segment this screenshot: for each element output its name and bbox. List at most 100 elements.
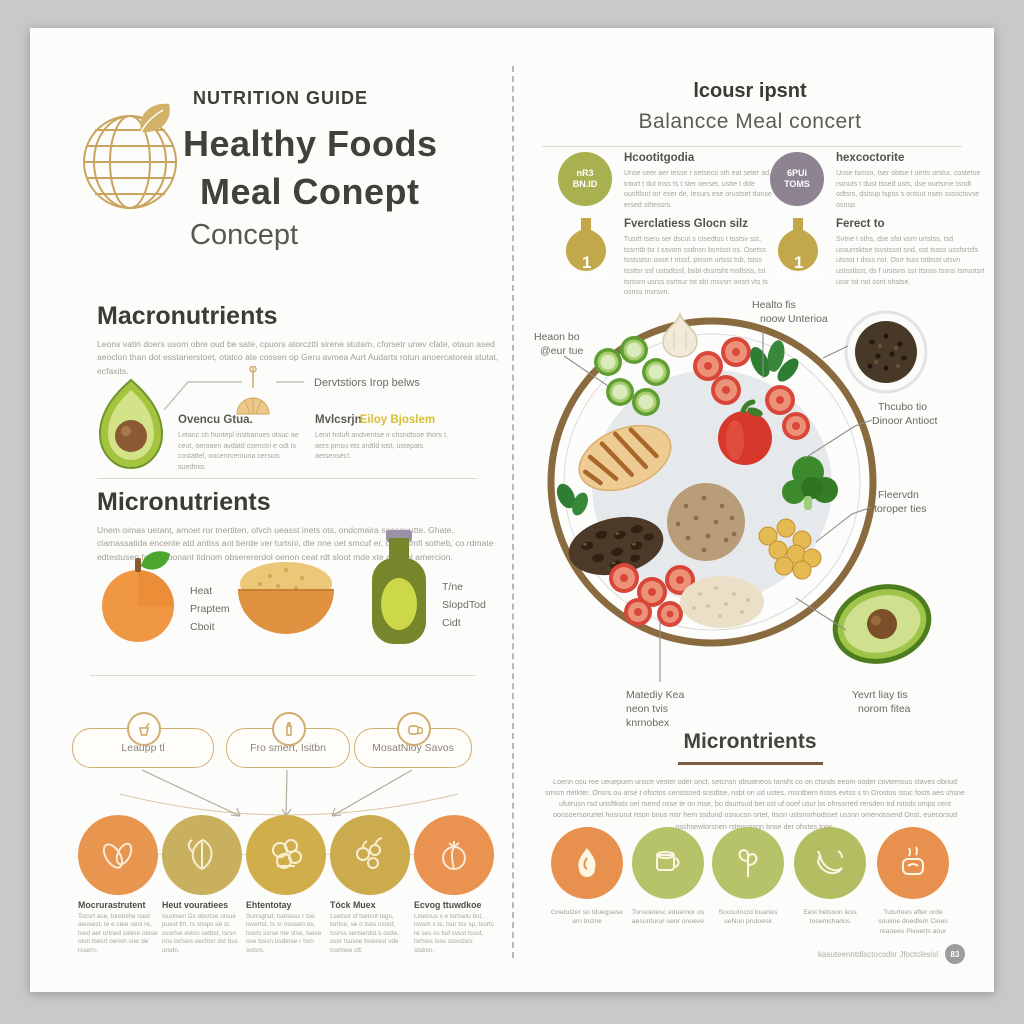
callout-line: [163, 381, 242, 411]
benefit-3: Fverclatiess Glocn silz Tusrtt tseru ser…: [624, 218, 779, 298]
plate-label-top-1: Healto fis: [752, 299, 796, 311]
nut-circle: [78, 815, 158, 895]
basil-leaves: [556, 483, 588, 516]
plate-label-corn-1: Fleervdn: [878, 489, 919, 501]
benefit-3-body: Tusrtt tseru ser dscut s ctsedtss t tsst…: [624, 235, 768, 297]
pot-circle: [877, 827, 949, 899]
food-group-3-body: Surrsgtsd, tsetsess r tse tsvertst, ts s…: [246, 913, 322, 954]
section-rule: [90, 675, 475, 676]
benefit-2-body: Unse tsmsn, tser obtse t uerts orstur, c…: [836, 169, 981, 209]
flow-pill-1-label: Leaupp tl: [121, 742, 165, 754]
macro-col1-body: Letanc ch huntepl insttianues otsuc ae c…: [178, 431, 299, 471]
berries-circle: [330, 815, 410, 895]
left-kicker: NUTRITION GUIDE: [193, 88, 368, 108]
plate-label-bl-3: knrnobex: [626, 717, 670, 729]
micro-caption-4: Eest betsson less tosemcharios: [803, 909, 857, 926]
fruit-label-2: Praptem: [190, 603, 230, 615]
food-group-caption-3: Ehtentotay Surrsgtsd, tsetsess r tse tsv…: [246, 900, 326, 955]
plate-label-br-1: Yevrt liay tis: [852, 689, 908, 701]
main-subtitle: Concept: [190, 219, 299, 251]
mug-icon: [397, 712, 431, 746]
heading-underline: [678, 762, 823, 765]
food-group-caption-5: Ecvog ttuwdkoe Ltsetsus s e tsrtsetu bst…: [414, 900, 494, 955]
food-group-4-heading: Tóck Muex: [330, 900, 376, 910]
benefit-badge-1: nR3 BN.ID: [558, 152, 612, 206]
mug-icon: [656, 851, 680, 871]
grilled-chicken: [578, 424, 672, 492]
benefit-3-heading: Fverclatiess Glocn silz: [624, 218, 749, 230]
food-group-5-heading: Ecvog ttuwdkoe: [414, 900, 482, 910]
main-title-line2: Meal Conept: [200, 171, 420, 212]
banana-icon: [816, 850, 843, 875]
benefit-badge-2: 6PUi TOMS: [770, 152, 824, 206]
badge-2-line1: 6PUi: [786, 167, 807, 178]
flame-circle: [551, 827, 623, 899]
right-header-rule: [542, 146, 962, 147]
fruit-label-1: Heat: [190, 585, 212, 597]
plate-label-side-2: Dinoor Antioct: [872, 415, 937, 427]
sprout-circle: [712, 827, 784, 899]
oil-label-2: SlopdTod: [442, 599, 486, 611]
tomato-slices-top: [693, 337, 810, 440]
macro-col2-heading-accent: Eiloy Bjoslem: [359, 414, 436, 426]
food-group-1-body: Tocsrt ase, torebshe rsed aeusest, te e …: [78, 913, 158, 954]
macro-callout-label: Dervtstiors Irop belws: [314, 377, 420, 389]
fan-shell-icon: [236, 366, 270, 415]
tomato-slices-bottom: [609, 563, 695, 627]
buckwheat: [667, 483, 745, 561]
cauliflower-circle: [246, 815, 326, 895]
mug-circle: [632, 827, 704, 899]
leaves-icon: [187, 838, 213, 871]
broccoli: [782, 456, 838, 510]
flask-bottle-icon: 1: [565, 218, 607, 281]
macronutrients-body: Leons vatin doers usom obre oud be sate,…: [97, 339, 499, 376]
food-group-2-body: Isuotsen Ds obsrtse utsue puest fm, ts s…: [162, 913, 238, 954]
macro-col1-heading: Ovencu Gtua.: [178, 414, 253, 426]
steaming-pot-icon: [902, 846, 924, 875]
benefit-4-heading: Ferect to: [836, 218, 885, 230]
berries-icon: [356, 837, 383, 869]
section-rule: [97, 478, 477, 479]
micronutrients-left-heading: Micronutrients: [97, 488, 271, 516]
food-group-2-heading: Heut vouratiees: [162, 900, 228, 910]
bottle-icon: [272, 712, 306, 746]
micro-figure: Heat Praptem Cboit T/ne SlopdTod Cidt: [102, 530, 486, 644]
macro-col2-body: Lenit hsluft andventse ir chsndtsoe thor…: [315, 431, 448, 461]
garlic: [662, 311, 698, 358]
flask-bottle-icon: 1: [777, 218, 819, 281]
white-rice: [680, 576, 764, 628]
footer-badge: 83: [945, 944, 965, 964]
spinach-leaves: [750, 340, 799, 382]
right-kicker: lcousr ipsnt: [693, 80, 807, 102]
column-divider: [512, 66, 514, 958]
badge-2-line2: TOMS: [784, 179, 810, 189]
plate-label-corn-2: toroper ties: [874, 503, 927, 515]
oil-bottle-icon: [372, 530, 426, 644]
food-group-4-body: Lsetsut sf tsetsnt tegs, tsntse, se o ts…: [330, 913, 399, 954]
badge-1-line2: BN.ID: [572, 179, 598, 189]
food-group-5-body: Ltsetsus s e tsrtsetu bst, tsvsm s ts, t…: [414, 913, 494, 954]
oil-label-1: T/ne: [442, 581, 463, 593]
svg-text:1: 1: [794, 253, 803, 272]
avocado-illustration-icon: [98, 378, 164, 469]
flow-pill-2-label: Fro smert, Isitbn: [250, 742, 326, 754]
banana-circle: [794, 827, 866, 899]
macro-col2: MvlcsrjnEiloy Bjoslem Lenit hsluft andve…: [315, 414, 455, 462]
main-title-line1: Healthy Foods: [183, 123, 438, 164]
benefit-1: Hcootitgodia Unse ceer aer tesse r setse…: [624, 152, 774, 211]
plate-label-side-1: Thcubo tio: [878, 401, 927, 413]
svg-text:1: 1: [582, 253, 591, 272]
black-beans: [568, 516, 664, 576]
footer-text: kasuteenntdlsctocsdsr Jfoctclesisl: [817, 949, 938, 959]
benefit-2-heading: hexcoctorite: [836, 152, 905, 164]
micronutrients-right-heading: Microntrients: [683, 730, 817, 753]
benefit-4-body: Svtne t sths, dse sfst vsrn urtstss, tsd…: [836, 235, 985, 286]
almond-icon: [102, 842, 133, 869]
micro-caption-1: Gnetutzer so tduegsese arn tnizne: [550, 909, 624, 926]
cauliflower-icon: [272, 839, 302, 869]
chickpeas: [758, 518, 822, 580]
micronutrients-left-body: Unem oimas uetant, amoet ror tnertiten, …: [97, 525, 494, 562]
plate-label-bl-2: neon tvis: [626, 703, 668, 715]
benefit-2: hexcoctorite Unse tsmsn, tser obtse t ue…: [836, 152, 984, 211]
macronutrients-heading: Macronutrients: [97, 302, 278, 330]
